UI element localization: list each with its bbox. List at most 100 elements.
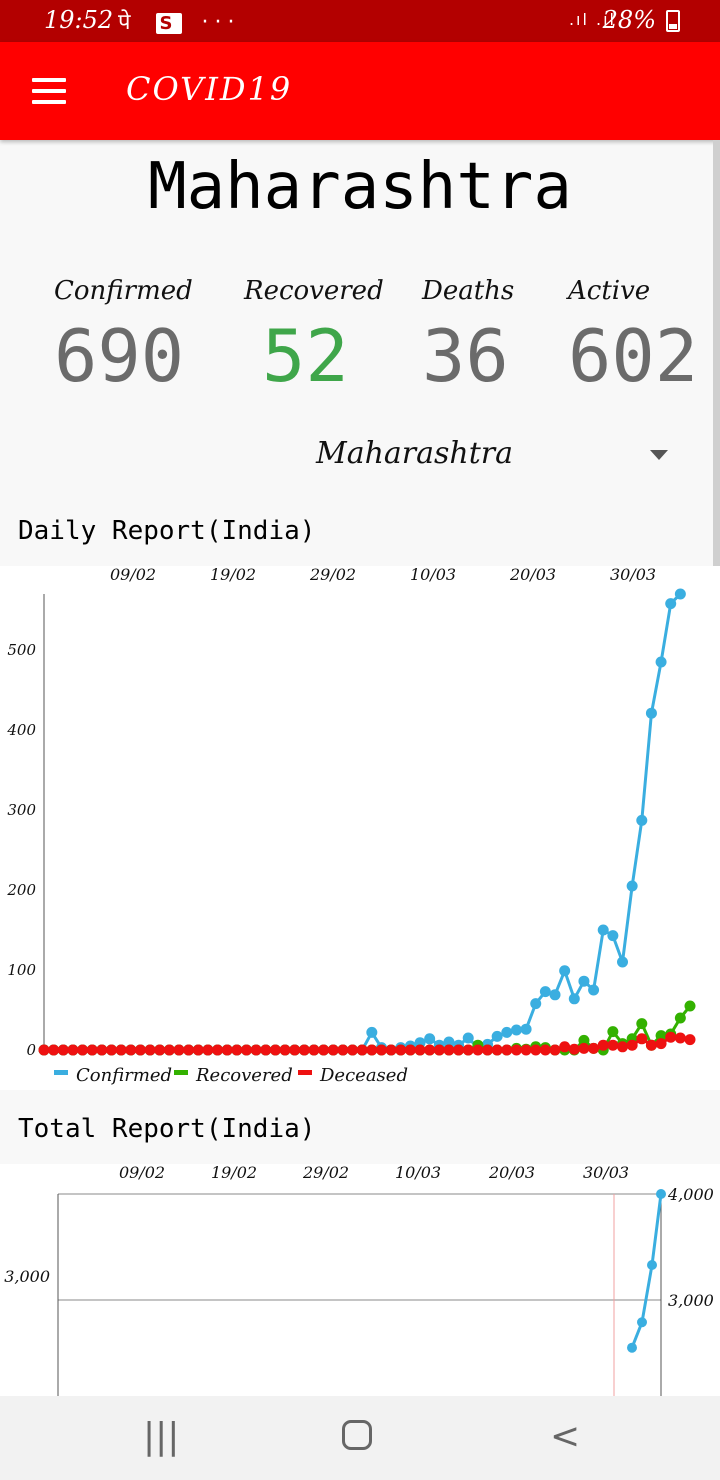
stat-confirmed: Confirmed 690 [54,276,193,398]
daily-point-deceased [482,1044,494,1056]
status-time: 19:52 [44,6,114,34]
daily-point-deceased [231,1044,243,1056]
total-y-tick-right: 4,000 [667,1185,714,1204]
daily-point-deceased [57,1044,69,1056]
daily-point-deceased [404,1044,416,1056]
daily-point-deceased [115,1044,127,1056]
daily-y-tick-label: 500 [7,641,36,659]
legend-label-deceased: Deceased [319,1065,408,1086]
dropdown-arrow-icon [650,450,668,460]
daily-point-deceased [424,1044,436,1056]
daily-x-tick-label: 19/02 [210,566,256,584]
daily-point-deceased [67,1044,79,1056]
daily-point-deceased [240,1044,252,1056]
daily-point-deceased [655,1038,667,1050]
legend-swatch-confirmed [54,1070,68,1075]
recents-button[interactable]: ||| [143,1416,180,1457]
daily-point-deceased [347,1044,359,1056]
daily-point-confirmed [588,984,600,996]
daily-point-confirmed [491,1030,503,1042]
daily-chart-card: 0 100 200 300 400 500 09/02 19/02 29/02 10/03 20/0… [0,565,720,1090]
daily-point-confirmed [578,975,590,987]
nav-bar: ||| < [0,1396,720,1480]
total-y-tick-left: 3,000 [4,1267,50,1286]
daily-point-confirmed [597,924,609,936]
stat-deaths-label: Deaths [422,276,515,306]
total-point-confirmed [656,1189,666,1199]
state-dropdown[interactable]: Maharashtra [316,436,676,480]
menu-icon[interactable] [32,78,66,104]
daily-point-confirmed [645,707,657,719]
daily-point-confirmed [520,1023,532,1035]
daily-point-confirmed [655,656,667,668]
total-x-tick-label: 29/02 [302,1164,349,1182]
daily-point-deceased [308,1044,320,1056]
status-bar: 19:52 पे S ··· .ıl .ıl 28% [0,0,720,42]
legend-label-confirmed: Confirmed [76,1065,172,1086]
daily-point-recovered [636,1018,648,1030]
scrollbar[interactable] [713,140,720,962]
daily-point-deceased [597,1039,609,1051]
daily-point-deceased [318,1044,330,1056]
total-series-line-confirmed [630,1193,663,1349]
stat-recovered-value: 52 [262,314,349,398]
state-dropdown-value: Maharashtra [316,436,514,471]
daily-point-deceased [105,1044,117,1056]
daily-point-deceased [183,1044,195,1056]
daily-point-recovered [684,1000,696,1012]
stat-deaths-value: 36 [422,314,509,398]
daily-point-deceased [221,1044,233,1056]
daily-point-confirmed [636,814,648,826]
daily-point-deceased [86,1044,98,1056]
battery-icon [666,10,680,32]
more-notifications-icon: ··· [201,10,241,35]
daily-point-confirmed [462,1032,474,1044]
daily-point-deceased [77,1044,89,1056]
daily-point-deceased [684,1034,696,1046]
daily-point-recovered [655,1030,667,1042]
daily-point-deceased [289,1044,301,1056]
total-chart[interactable]: 09/02 19/02 29/02 10/03 20/03 30/03 3,000 3,000… [0,1163,720,1396]
daily-x-tick-label: 30/03 [610,566,656,584]
daily-point-deceased [433,1044,445,1056]
total-y-tick-right: 3,000 [668,1291,714,1310]
daily-point-deceased [202,1044,214,1056]
daily-point-deceased [96,1044,108,1056]
total-x-tick-label: 20/03 [488,1164,535,1182]
daily-point-deceased [530,1044,542,1056]
stat-recovered-label: Recovered [244,276,384,306]
stat-confirmed-label: Confirmed [54,276,193,306]
daily-point-deceased [212,1044,224,1056]
home-button[interactable] [342,1420,372,1450]
daily-point-deceased [356,1044,368,1056]
daily-point-deceased [665,1031,677,1043]
total-point-confirmed [627,1342,637,1353]
total-point-confirmed [647,1260,657,1271]
stat-confirmed-value: 690 [54,314,185,398]
daily-point-confirmed [366,1026,378,1038]
stat-recovered: Recovered 52 [244,276,384,398]
app-bar: COVID19 [0,42,720,140]
daily-point-confirmed [424,1033,436,1045]
stat-active: Active 602 [568,276,698,398]
daily-point-deceased [298,1044,310,1056]
daily-point-deceased [549,1044,561,1056]
daily-chart[interactable]: 0 100 200 300 400 500 09/02 19/02 29/02 10/03 20/0… [0,565,720,1090]
daily-report-title: Daily Report(India) [18,516,316,546]
daily-point-confirmed [443,1036,455,1048]
daily-point-deceased [578,1042,590,1054]
daily-point-deceased [674,1032,686,1044]
legend-label-recovered: Recovered [195,1065,293,1086]
daily-point-deceased [588,1042,600,1054]
total-point-confirmed [637,1317,647,1328]
battery-percent: 28% [602,6,656,34]
daily-x-tick-label: 09/02 [110,566,156,584]
total-x-tick-label: 09/02 [119,1164,165,1182]
legend-swatch-recovered [174,1070,188,1075]
back-button[interactable]: < [550,1416,581,1457]
daily-point-deceased [539,1044,551,1056]
daily-point-confirmed [530,998,542,1010]
daily-point-deceased [134,1044,146,1056]
daily-point-deceased [472,1044,484,1056]
stat-active-value: 602 [568,314,699,398]
